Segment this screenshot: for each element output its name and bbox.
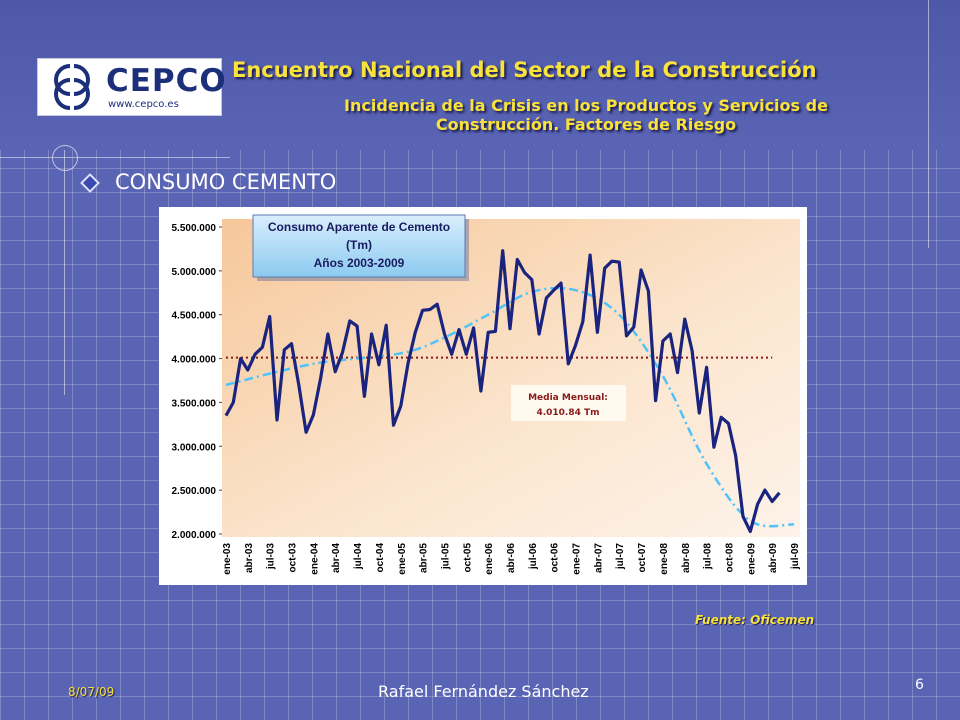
subtitle-line-1: Incidencia de la Crisis en los Productos… xyxy=(344,96,828,115)
mean-label-line-2: 4.010.84 Tm xyxy=(536,408,599,418)
x-axis: ene-03 abr-03 jul-03 oct-03 ene-04 abr-04 jul-… xyxy=(222,543,801,575)
footer-author: Rafael Fernández Sánchez xyxy=(378,682,589,701)
x-tick-label: oct-07 xyxy=(637,543,648,573)
decor-circle xyxy=(52,145,78,171)
x-tick-label: abr-03 xyxy=(244,543,255,573)
x-tick-label: ene-08 xyxy=(659,543,670,575)
x-tick-label: abr-04 xyxy=(331,543,342,573)
x-tick-label: oct-05 xyxy=(462,543,473,573)
chart-title-box: Consumo Aparente de Cemento (Tm) Años 20… xyxy=(252,214,469,281)
x-tick-label: ene-04 xyxy=(309,543,320,575)
x-tick-label: oct-03 xyxy=(288,543,299,573)
x-tick-label: jul-09 xyxy=(790,543,801,571)
decor-line xyxy=(928,0,929,248)
decor-line xyxy=(64,150,65,395)
x-tick-label: oct-08 xyxy=(724,543,735,573)
chart-title-line-3: Años 2003-2009 xyxy=(314,256,405,270)
page-subtitle: Incidencia de la Crisis en los Productos… xyxy=(276,96,896,134)
mean-label-line-1: Media Mensual: xyxy=(528,393,608,403)
footer-date: 8/07/09 xyxy=(68,685,115,699)
y-tick-label: 4.000.000 xyxy=(172,355,217,366)
decor-line xyxy=(0,157,230,158)
diamond-bullet-icon xyxy=(80,173,100,193)
x-tick-label: abr-07 xyxy=(593,543,604,573)
x-tick-label: abr-06 xyxy=(506,543,517,573)
x-tick-label: ene-05 xyxy=(397,543,408,575)
series-group xyxy=(224,249,781,533)
y-tick-label: 5.500.000 xyxy=(172,223,217,234)
chart-container: 2.000.000 2.500.000 3.000.000 3.500.000 4.00… xyxy=(159,207,807,585)
logo-url: www.cepco.es xyxy=(108,99,179,110)
section-heading: CONSUMO CEMENTO xyxy=(115,170,337,194)
page-title: Encuentro Nacional del Sector de la Cons… xyxy=(232,58,817,82)
x-tick-label: jul-07 xyxy=(615,543,626,571)
x-tick-label: oct-06 xyxy=(550,543,561,573)
chart-title-line-1: Consumo Aparente de Cemento xyxy=(268,220,450,234)
x-tick-label: jul-05 xyxy=(440,543,451,571)
cepco-logo: CEPCO www.cepco.es xyxy=(37,58,226,116)
y-tick-label: 4.500.000 xyxy=(172,311,217,322)
x-tick-label: ene-07 xyxy=(572,543,583,575)
x-tick-label: abr-08 xyxy=(681,543,692,573)
x-tick-label: ene-03 xyxy=(222,543,233,575)
mean-annotation: Media Mensual: 4.010.84 Tm xyxy=(511,385,626,421)
y-tick-label: 2.000.000 xyxy=(172,530,217,541)
x-tick-label: ene-06 xyxy=(484,543,495,575)
series-line xyxy=(224,249,781,533)
subtitle-line-2: Construcción. Factores de Riesgo xyxy=(435,115,737,134)
x-tick-label: oct-04 xyxy=(375,543,386,573)
page-number: 6 xyxy=(915,677,924,693)
x-tick-label: abr-05 xyxy=(419,543,430,573)
cement-consumption-chart: 2.000.000 2.500.000 3.000.000 3.500.000 4.00… xyxy=(159,207,807,585)
chart-title-line-2: (Tm) xyxy=(346,238,372,252)
x-tick-label: jul-08 xyxy=(703,543,714,571)
y-tick-label: 3.500.000 xyxy=(172,398,217,409)
y-axis: 2.000.000 2.500.000 3.000.000 3.500.000 4.00… xyxy=(172,223,222,541)
cepco-emblem-icon xyxy=(54,64,90,110)
y-tick-label: 5.000.000 xyxy=(172,267,217,278)
logo-text: CEPCO xyxy=(106,63,227,99)
y-tick-label: 2.500.000 xyxy=(172,486,217,497)
x-tick-label: jul-04 xyxy=(353,543,364,571)
x-tick-label: jul-06 xyxy=(528,543,539,571)
x-tick-label: ene-09 xyxy=(746,543,757,575)
x-tick-label: jul-03 xyxy=(266,543,277,571)
y-tick-label: 3.000.000 xyxy=(172,442,217,453)
source-note: Fuente: Oficemen xyxy=(695,613,815,627)
x-tick-label: abr-09 xyxy=(768,543,779,573)
